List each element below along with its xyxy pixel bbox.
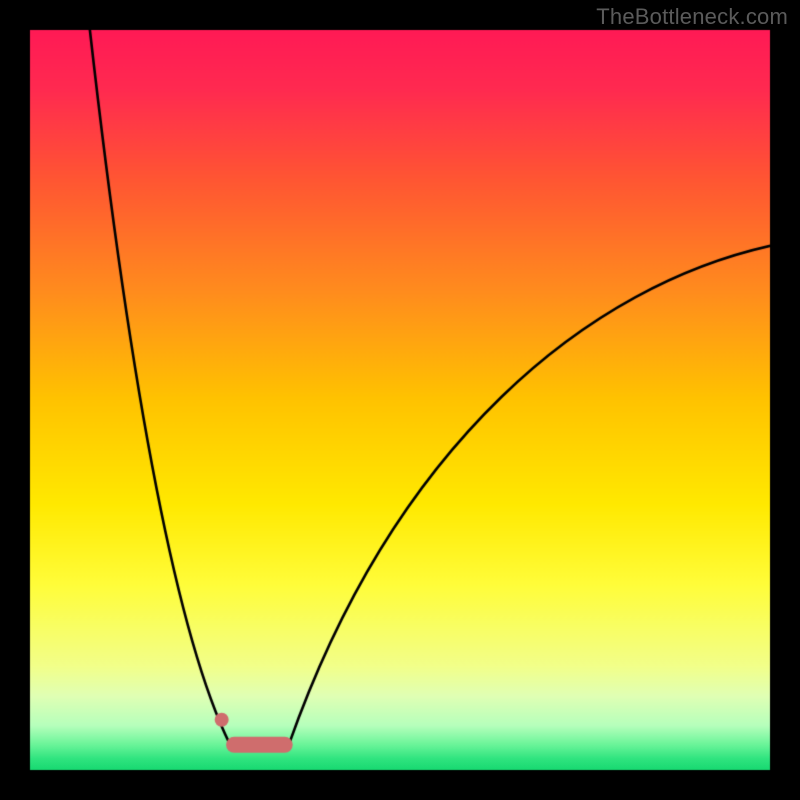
bottleneck-chart-canvas — [0, 0, 800, 800]
stage: TheBottleneck.com — [0, 0, 800, 800]
watermark-text: TheBottleneck.com — [596, 4, 788, 30]
